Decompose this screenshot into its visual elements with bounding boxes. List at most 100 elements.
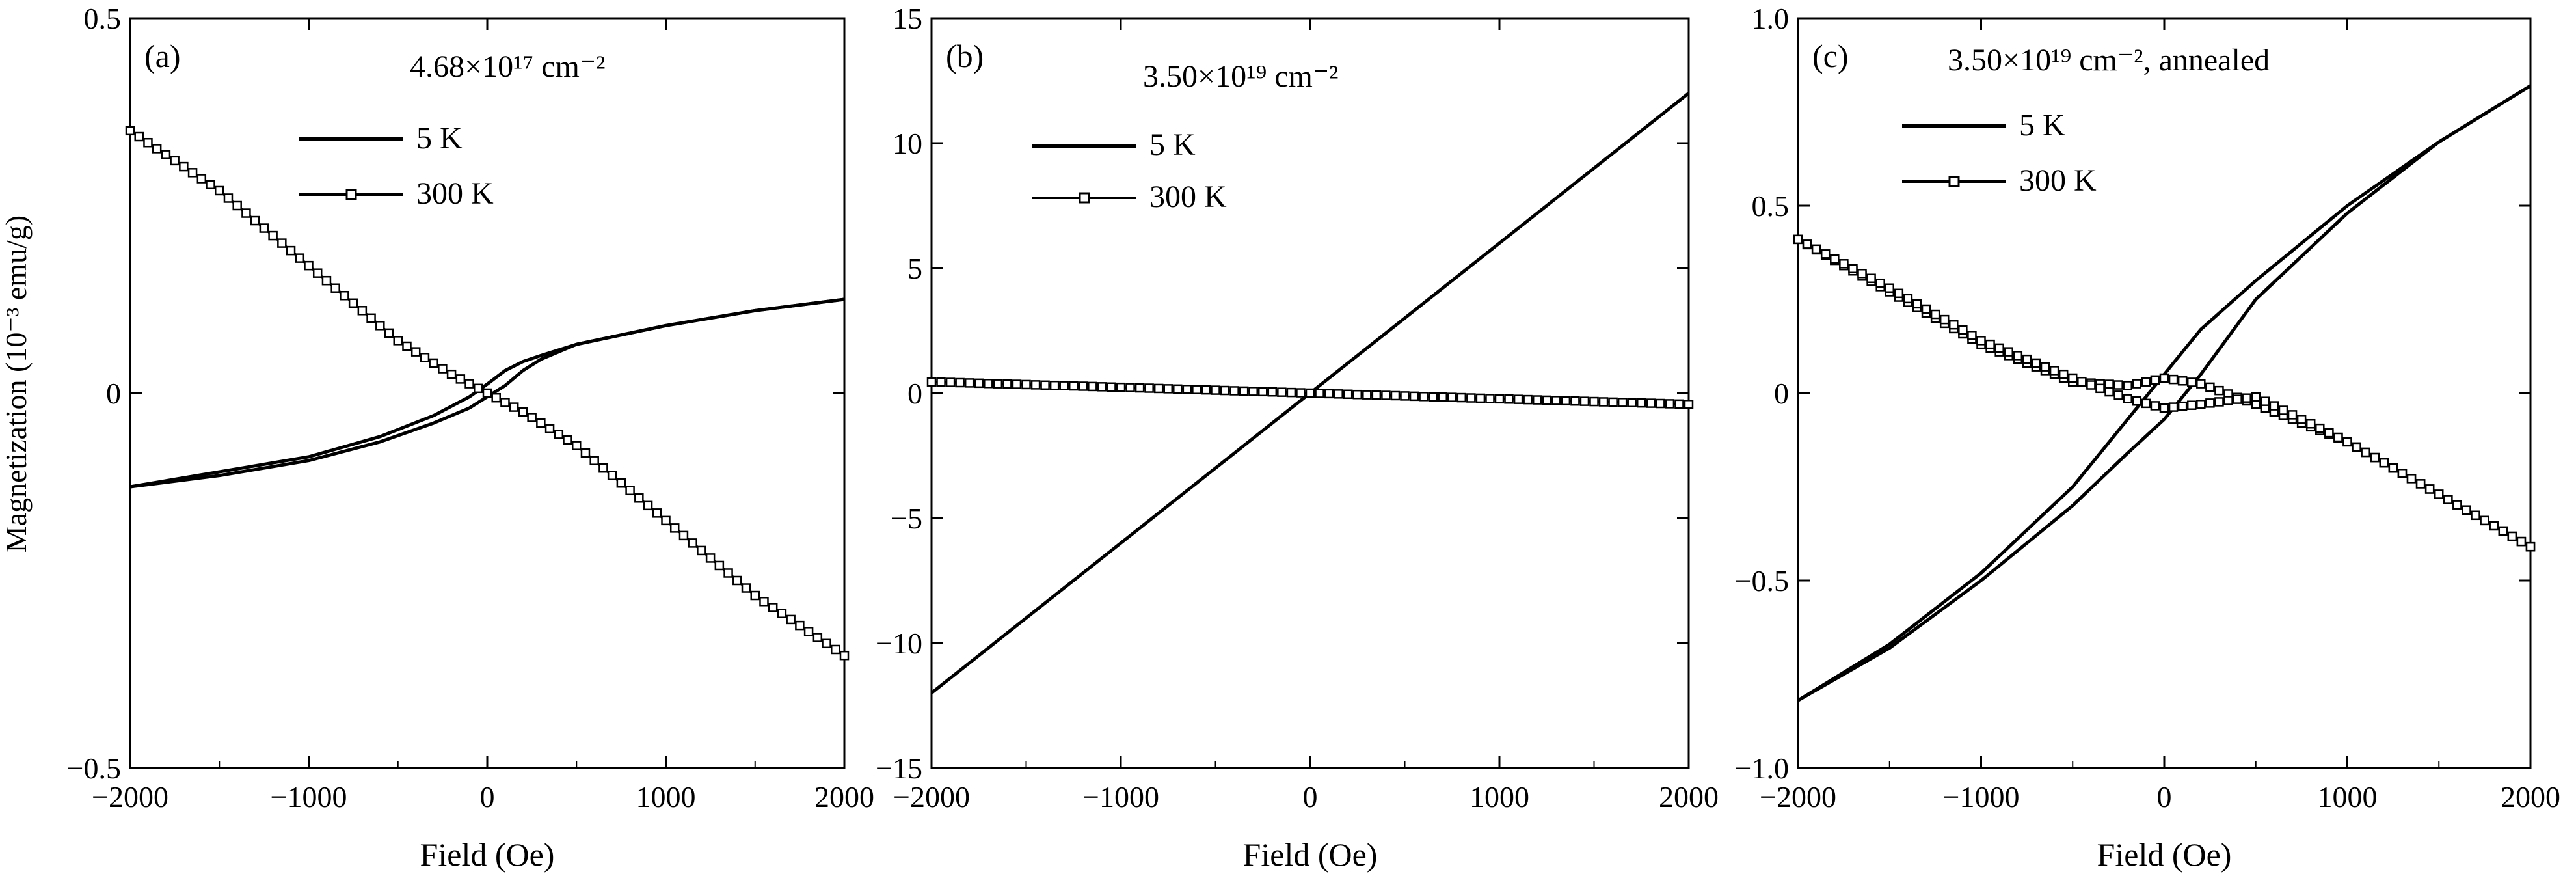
data-point <box>2342 437 2352 447</box>
data-point <box>206 180 215 189</box>
data-point <box>1428 392 1438 402</box>
data-point <box>2123 394 2132 403</box>
data-point <box>1523 394 1533 405</box>
data-point <box>1012 379 1022 389</box>
data-point <box>312 268 323 278</box>
data-point <box>1040 380 1050 390</box>
y-tick-label: 0.5 <box>1752 189 1790 223</box>
legend-label: 5 K <box>1149 128 1196 162</box>
data-point <box>1561 396 1571 406</box>
series-5-k <box>129 297 845 489</box>
x-tick-label: −1000 <box>1082 780 1159 814</box>
y-tick-label: 0.5 <box>84 2 122 35</box>
data-point <box>1220 385 1230 396</box>
data-point <box>2305 418 2316 429</box>
data-point <box>669 523 680 533</box>
data-point <box>527 413 537 422</box>
data-point <box>2287 410 2298 420</box>
panel-label: (b) <box>946 38 984 74</box>
data-point <box>348 298 358 308</box>
x-tick-label: 2000 <box>814 780 874 814</box>
data-point <box>402 341 412 351</box>
data-point <box>1248 387 1258 396</box>
data-point <box>1305 388 1315 398</box>
data-point <box>1153 383 1164 394</box>
panel-label: (a) <box>144 38 181 74</box>
x-axis-title: Field (Oe) <box>2097 836 2232 873</box>
series-line <box>1797 238 2531 548</box>
data-point <box>750 590 760 601</box>
data-point <box>661 515 671 526</box>
legend-marker <box>1079 192 1090 204</box>
data-point <box>1802 239 1812 249</box>
data-point <box>2260 396 2270 406</box>
data-point <box>1049 380 1060 390</box>
data-point <box>974 378 984 389</box>
data-point <box>2397 469 2408 478</box>
data-point <box>2132 379 2142 389</box>
x-tick-label: 0 <box>2157 780 2172 814</box>
data-point <box>936 377 946 387</box>
data-point <box>1504 394 1514 404</box>
data-point <box>1419 392 1429 402</box>
data-point <box>1570 396 1580 406</box>
data-point <box>945 377 956 387</box>
data-point <box>2113 380 2123 390</box>
data-point <box>2480 515 2489 526</box>
data-point <box>2223 396 2233 405</box>
data-point <box>2498 526 2508 536</box>
data-point <box>152 144 162 154</box>
data-point <box>1848 264 1858 274</box>
legend-title: 3.50×10¹⁹ cm⁻² <box>1143 59 1339 94</box>
data-point <box>2333 432 2343 443</box>
x-tick-label: −2000 <box>893 780 970 814</box>
x-tick-label: 2000 <box>2501 780 2560 814</box>
x-tick-label: 1000 <box>636 780 696 814</box>
data-point <box>2086 380 2096 390</box>
data-point <box>536 418 546 428</box>
legend-marker <box>1948 176 1960 187</box>
data-point <box>500 398 510 407</box>
data-point <box>1939 314 1950 325</box>
data-point <box>955 377 965 388</box>
data-point <box>1277 387 1287 397</box>
data-point <box>1949 320 1959 330</box>
data-point <box>2123 381 2132 390</box>
data-point <box>491 392 501 403</box>
data-point <box>1315 389 1324 398</box>
data-point <box>446 369 457 379</box>
data-point <box>259 223 269 233</box>
data-point <box>2471 510 2480 521</box>
data-point <box>759 597 769 607</box>
data-point <box>1021 379 1031 390</box>
legend: 4.68×10¹⁷ cm⁻² 5 K 300 K <box>299 49 606 211</box>
data-point <box>1513 394 1523 404</box>
data-point <box>2022 354 2032 364</box>
data-point <box>2049 366 2059 376</box>
data-point <box>1192 385 1201 394</box>
series-300-k <box>926 377 1694 409</box>
data-point <box>1381 390 1391 400</box>
data-point <box>1343 389 1353 400</box>
data-point <box>2177 376 2188 386</box>
data-point <box>304 260 314 271</box>
data-point <box>2196 400 2206 409</box>
data-point <box>2004 347 2013 357</box>
data-point <box>1409 391 1419 402</box>
data-point <box>1334 389 1343 399</box>
data-point <box>705 553 716 563</box>
data-point <box>1912 299 1922 309</box>
data-point <box>964 378 974 388</box>
data-point <box>2507 531 2517 541</box>
y-tick-label: 10 <box>892 127 922 160</box>
data-point <box>1134 383 1145 393</box>
series-line <box>129 297 845 489</box>
data-point <box>196 174 207 184</box>
y-tick-label: 15 <box>892 2 922 35</box>
data-point <box>1551 396 1561 405</box>
data-point <box>2159 403 2169 413</box>
series-line <box>1797 84 2532 702</box>
data-point <box>1125 383 1135 392</box>
data-point <box>768 603 778 612</box>
data-point <box>2525 541 2536 552</box>
